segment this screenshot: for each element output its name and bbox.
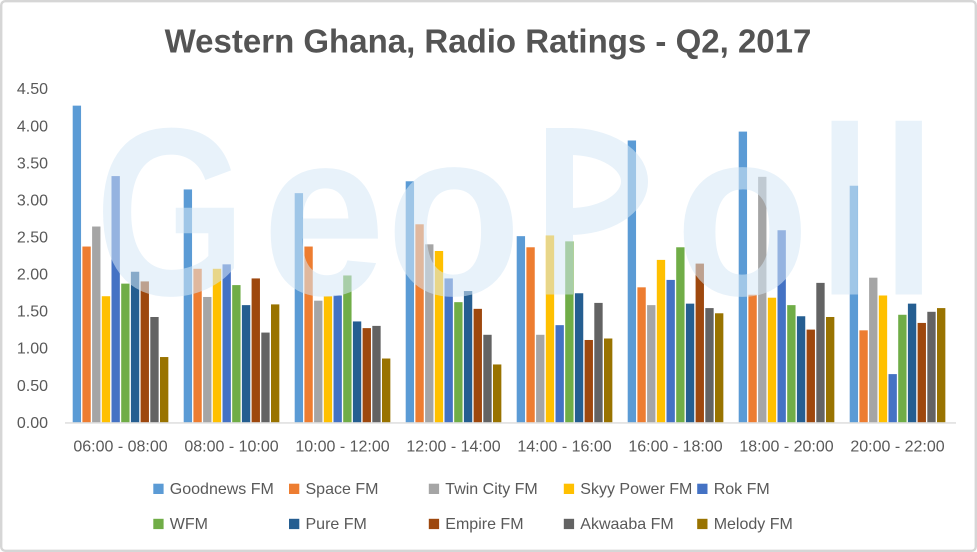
svg-text:4.50: 4.50 <box>17 81 48 98</box>
svg-text:18:00 - 20:00: 18:00 - 20:00 <box>739 438 833 455</box>
svg-text:Pure FM: Pure FM <box>306 516 367 533</box>
svg-text:Goodnews FM: Goodnews FM <box>170 481 274 498</box>
svg-text:3.00: 3.00 <box>17 192 48 209</box>
svg-text:o: o <box>675 81 809 345</box>
svg-text:0.00: 0.00 <box>17 415 48 432</box>
svg-text:1.00: 1.00 <box>17 341 48 358</box>
svg-text:l: l <box>882 78 935 346</box>
svg-text:Space FM: Space FM <box>306 481 379 498</box>
svg-text:0.50: 0.50 <box>17 378 48 395</box>
svg-text:G: G <box>95 79 246 346</box>
svg-text:20:00 - 22:00: 20:00 - 22:00 <box>850 438 944 455</box>
svg-text:08:00 - 10:00: 08:00 - 10:00 <box>184 438 278 455</box>
svg-text:Twin City FM: Twin City FM <box>445 481 537 498</box>
svg-text:12:00 - 14:00: 12:00 - 14:00 <box>406 438 500 455</box>
svg-text:o: o <box>386 80 522 345</box>
svg-text:06:00 - 08:00: 06:00 - 08:00 <box>73 438 167 455</box>
svg-text:2.50: 2.50 <box>17 230 48 247</box>
svg-text:Western Ghana, Radio Ratings -: Western Ghana, Radio Ratings - Q2, 2017 <box>165 23 812 60</box>
svg-text:14:00 - 16:00: 14:00 - 16:00 <box>517 438 611 455</box>
svg-text:4.00: 4.00 <box>17 118 48 135</box>
svg-text:Akwaaba FM: Akwaaba FM <box>580 516 673 533</box>
svg-text:Skyy Power FM: Skyy Power FM <box>580 481 692 498</box>
svg-text:Rok FM: Rok FM <box>714 481 770 498</box>
svg-text:l: l <box>818 78 871 346</box>
svg-text:1.50: 1.50 <box>17 304 48 321</box>
svg-text:WFM: WFM <box>170 516 208 533</box>
svg-text:Empire FM: Empire FM <box>445 516 523 533</box>
svg-text:Melody FM: Melody FM <box>714 516 793 533</box>
svg-text:10:00 - 12:00: 10:00 - 12:00 <box>295 438 389 455</box>
svg-text:3.50: 3.50 <box>17 155 48 172</box>
svg-text:16:00 - 18:00: 16:00 - 18:00 <box>628 438 722 455</box>
svg-text:e: e <box>262 83 385 345</box>
svg-text:2.00: 2.00 <box>17 267 48 284</box>
